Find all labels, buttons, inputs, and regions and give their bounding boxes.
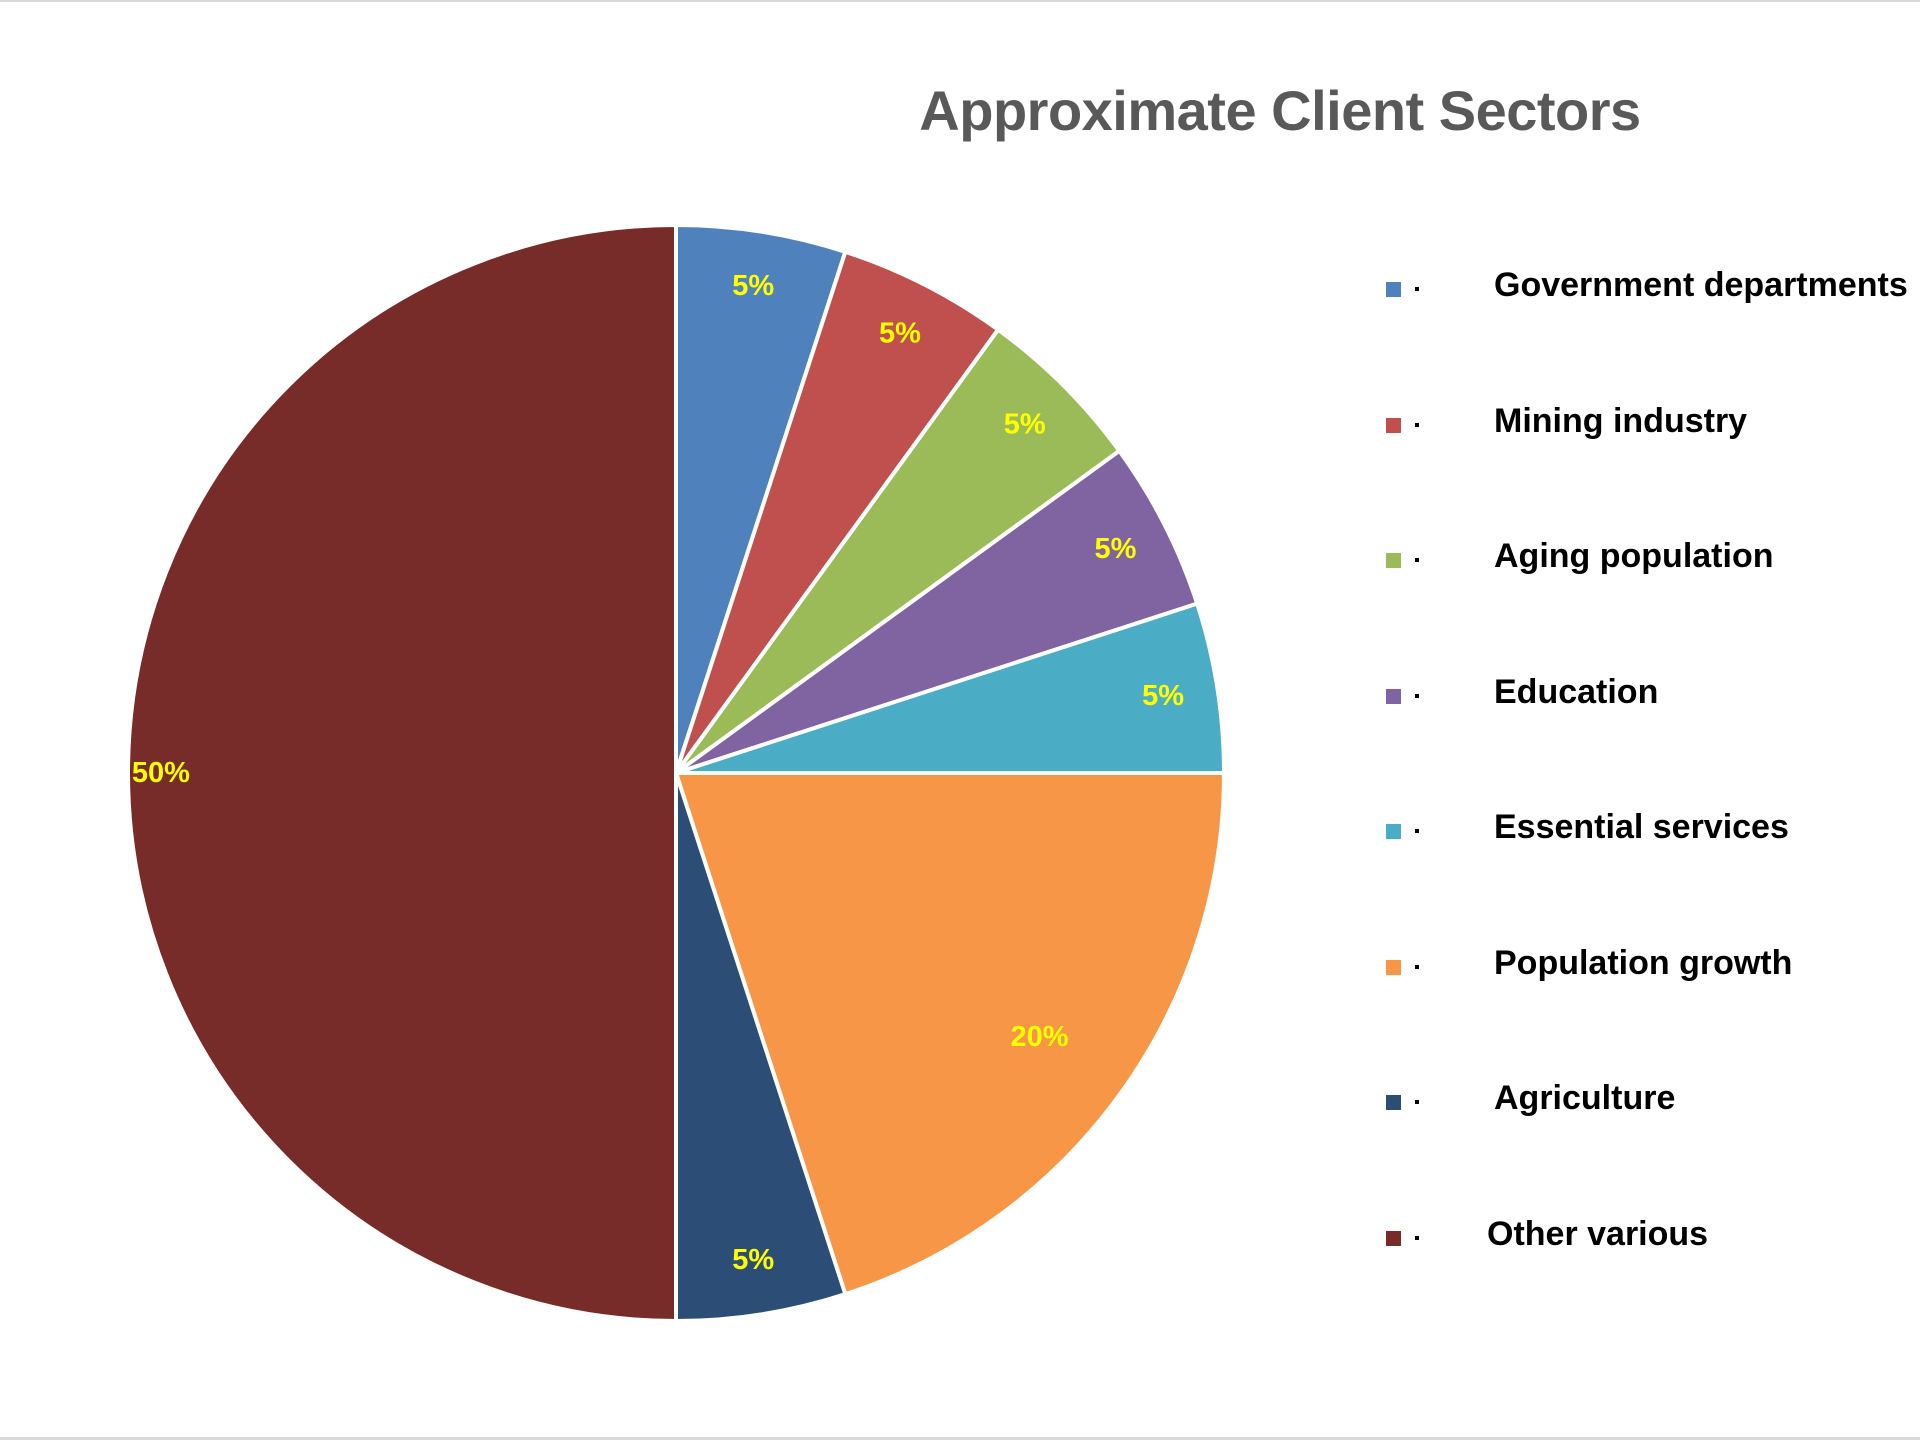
legend-item-population-growth: Population growth (1386, 928, 1906, 1064)
pie-slice-population-growth (674, 771, 1226, 1297)
bullet-icon (1415, 558, 1419, 562)
legend-swatch (1386, 688, 1401, 704)
legend-swatch (1386, 282, 1401, 297)
legend-label: Agriculture (1494, 1079, 1676, 1117)
chart-legend: Government departments Mining industry Agi… (1386, 250, 1908, 1335)
legend-label: Population growth (1494, 943, 1793, 982)
pie-slice-other-various (126, 223, 678, 1323)
data-label-aging-population: 5% (1004, 408, 1046, 440)
legend-item-agriculture: Agriculture (1386, 1063, 1906, 1199)
pie-slice-education (674, 448, 1200, 775)
data-label-other-various: 50% (132, 757, 190, 789)
bullet-icon (1415, 1235, 1419, 1240)
legend-swatch (1386, 553, 1401, 568)
legend-swatch (1386, 1230, 1401, 1246)
legend-swatch (1386, 959, 1401, 975)
legend-label: Aging population (1494, 537, 1774, 575)
bullet-icon (1415, 1100, 1419, 1104)
legend-item-essential-services: Essential services (1386, 792, 1906, 928)
data-label-mining-industry: 5% (879, 318, 921, 350)
legend-label: Mining industry (1494, 401, 1748, 440)
bullet-icon (1415, 693, 1419, 698)
pie-slice-mining-industry (674, 249, 1001, 775)
legend-swatch (1386, 1095, 1401, 1110)
bullet-icon (1415, 287, 1419, 291)
legend-swatch (1386, 824, 1401, 839)
chart-title: Approximate Client Sectors (919, 79, 1641, 142)
legend-item-mining-industry: Mining industry (1386, 386, 1906, 522)
pie-slice-aging-population (674, 327, 1122, 775)
legend-item-government-departments: Government departments (1386, 250, 1908, 386)
data-label-education: 5% (1094, 533, 1136, 565)
data-label-government-departments: 5% (732, 270, 774, 302)
pie-slice-agriculture (674, 771, 848, 1323)
bullet-icon (1415, 829, 1419, 833)
legend-label: Essential services (1494, 808, 1789, 846)
bullet-icon (1415, 422, 1419, 427)
legend-swatch (1386, 417, 1401, 433)
legend-item-aging-population: Aging population (1386, 521, 1906, 657)
pie-slice-government-departments (674, 223, 848, 775)
pie-slice-essential-services (674, 601, 1226, 775)
bullet-icon (1415, 964, 1419, 969)
legend-label: Government departments (1494, 266, 1908, 304)
legend-item-education: Education (1386, 657, 1906, 793)
data-label-population-growth: 20% (1011, 1021, 1069, 1053)
legend-label: Other various (1487, 1214, 1709, 1253)
data-label-agriculture: 5% (732, 1244, 774, 1276)
data-label-essential-services: 5% (1142, 680, 1184, 712)
legend-label: Education (1494, 672, 1659, 711)
legend-item-other-various: Other various (1386, 1199, 1906, 1335)
